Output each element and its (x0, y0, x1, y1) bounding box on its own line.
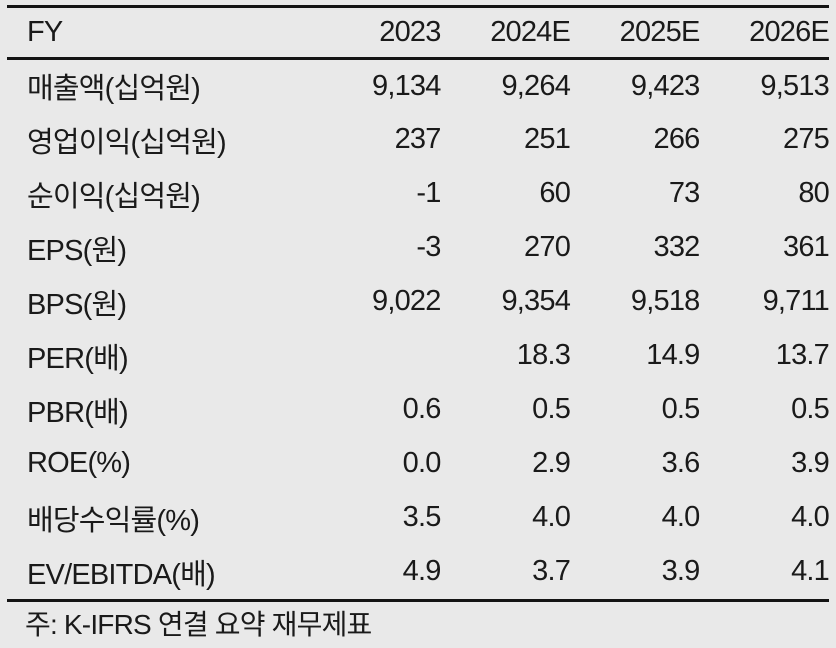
table-row-ev-ebitda: EV/EBITDA(배) 4.9 3.7 3.9 4.1 (7, 545, 830, 599)
cell-value: 3.9 (661, 555, 701, 587)
cell-value: 0.5 (791, 393, 830, 425)
cell-value: 13.7 (775, 339, 830, 371)
header-col-2023: 2023 (379, 16, 441, 48)
table-footnote: 주: K-IFRS 연결 요약 재무제표 (7, 598, 829, 644)
header-col-2026e: 2026E (749, 16, 830, 48)
row-label: ROE(%) (27, 447, 131, 479)
header-row: FY 2023 2024E 2025E 2026E (7, 7, 830, 59)
cell-value: 9,518 (630, 285, 700, 317)
cell-value: 0.5 (532, 393, 571, 425)
cell-value: 80 (798, 177, 829, 209)
cell-value: 361 (783, 231, 830, 263)
cell-value: 9,423 (630, 69, 700, 102)
row-label: EV/EBITDA(배) (27, 558, 216, 591)
cell-value: 14.9 (646, 339, 700, 371)
cell-value: 0.5 (661, 393, 701, 425)
cell-value: 4.0 (532, 501, 571, 533)
cell-value: 266 (653, 123, 701, 155)
cell-value: 251 (524, 123, 571, 155)
row-label: EPS(원) (27, 234, 127, 267)
cell-value: 3.9 (791, 447, 830, 479)
cell-value: 4.9 (402, 555, 442, 587)
cell-value: 3.5 (402, 501, 442, 533)
cell-value: 270 (524, 231, 571, 263)
table-row-dividend-yield: 배당수익률(%) 3.5 4.0 4.0 4.0 (7, 491, 830, 545)
cell-value: -3 (416, 231, 441, 263)
cell-value: 0.0 (402, 447, 442, 479)
cell-value: 9,513 (760, 69, 829, 102)
row-label: PBR(배) (27, 396, 129, 429)
row-label: BPS(원) (27, 288, 127, 321)
cell-value: 9,711 (762, 285, 830, 317)
cell-value: 4.1 (791, 555, 830, 587)
table-row-bps: BPS(원) 9,022 9,354 9,518 9,711 (7, 275, 830, 329)
table-row-net-profit: 순이익(십억원) -1 60 73 80 (7, 167, 830, 221)
row-label: 영업이익(십억원) (27, 126, 227, 159)
header-col-2025e: 2025E (619, 16, 701, 48)
header-col-2024e: 2024E (490, 16, 571, 48)
table-row-pbr: PBR(배) 0.6 0.5 0.5 0.5 (7, 383, 830, 437)
cell-value: 332 (653, 231, 701, 263)
cell-value: 275 (783, 123, 830, 155)
cell-value: 3.6 (661, 447, 701, 479)
header-fy-label: FY (27, 16, 63, 48)
row-label: 순이익(십억원) (27, 180, 201, 213)
table-row-roe: ROE(%) 0.0 2.9 3.6 3.9 (7, 437, 830, 491)
row-label: 배당수익률(%) (27, 504, 200, 537)
cell-value: 3.7 (532, 555, 571, 587)
row-label: PER(배) (27, 342, 129, 375)
table-row-per: PER(배) 18.3 14.9 13.7 (7, 329, 830, 383)
cell-value: 9,264 (501, 69, 571, 102)
table-row-operating-profit: 영업이익(십억원) 237 251 266 275 (7, 113, 830, 167)
cell-value: 73 (668, 177, 700, 209)
cell-value: 9,022 (372, 285, 441, 317)
cell-value: 9,354 (501, 285, 571, 317)
cell-value: -1 (416, 177, 441, 209)
cell-value: 0.6 (402, 393, 442, 425)
cell-value: 2.9 (532, 447, 571, 479)
table-row-eps: EPS(원) -3 270 332 361 (7, 221, 830, 275)
table-row-revenue: 매출액(십억원) 9,134 9,264 9,423 9,513 (7, 59, 830, 113)
financial-summary-table: FY 2023 2024E 2025E 2026E 매출액(십억원) 9,134… (7, 5, 830, 599)
cell-value (311, 329, 440, 383)
cell-value: 4.0 (791, 501, 830, 533)
row-label: 매출액(십억원) (27, 73, 201, 106)
cell-value: 237 (394, 123, 442, 155)
cell-value: 4.0 (661, 501, 701, 533)
cell-value: 60 (539, 177, 571, 209)
cell-value: 18.3 (516, 339, 571, 371)
cell-value: 9,134 (372, 69, 441, 102)
